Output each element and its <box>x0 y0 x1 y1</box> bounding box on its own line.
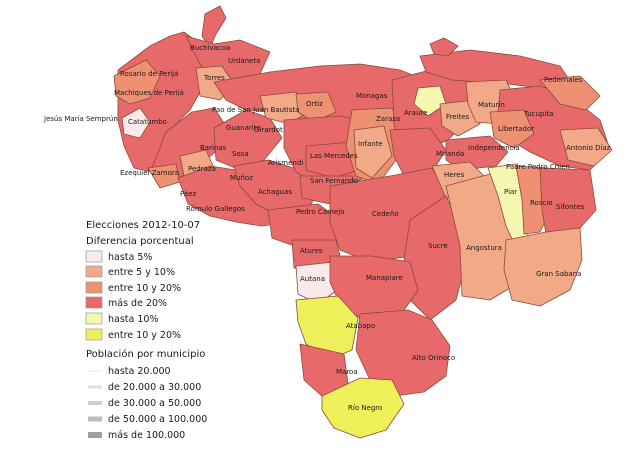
label-piar: Piar <box>504 188 517 196</box>
label-torres: Torres <box>203 74 225 82</box>
region-margarita <box>429 37 459 57</box>
label-zaraza: Zaraza <box>376 115 400 123</box>
legend-swatch-y-entre-10-20 <box>85 328 103 341</box>
region-infante <box>353 125 393 179</box>
label-barinas: Barinas <box>200 144 227 152</box>
label-antonio-diaz: Antonio Díaz <box>566 144 611 152</box>
region-alto-orinoco <box>355 309 451 397</box>
label-las-mercedes: Las Mercedes <box>310 152 358 160</box>
region-pedernales <box>539 75 601 111</box>
region-catatumbo <box>121 107 151 139</box>
region-libertador <box>489 109 535 149</box>
label-machiques-de-perija: Machiques de Perijá <box>114 89 184 97</box>
label-autana: Autana <box>300 275 325 283</box>
label-jesus-maria-semprun: Jesús María Semprún <box>43 115 118 123</box>
label-buchivacoa: Buchivacoa <box>190 44 230 52</box>
legend-swatch-entre-5-10 <box>85 265 103 278</box>
legend-label-mas-20: más de 20% <box>108 298 167 309</box>
label-alto-orinoco: Alto Orinoco <box>412 354 455 362</box>
legend-label-hasta-5: hasta 5% <box>108 252 152 263</box>
label-arismendi: Arismendi <box>268 159 303 167</box>
label-pedraza: Pedraza <box>188 165 216 173</box>
label-padre-pedro-chien: Padre Pedro Chien <box>506 163 570 171</box>
label-sucre: Sucre <box>428 242 448 250</box>
label-paez: Páez <box>180 190 197 198</box>
legend-swatch-hasta-5 <box>85 250 103 263</box>
label-angostura: Angostura <box>466 244 502 252</box>
region-autana <box>295 261 341 305</box>
map-legend: Elecciones 2012-10-07 Diferencia porcent… <box>85 220 207 441</box>
label-romulo-gallegos: Rómulo Gallegos <box>186 205 245 213</box>
label-maturin: Maturín <box>478 101 505 109</box>
region-antonio-diaz <box>559 127 613 167</box>
legend-pop-label-5: más de 100.000 <box>108 430 185 441</box>
legend-label-y-entre-10-20: entre 10 y 20% <box>108 330 181 341</box>
label-pao-de-san-juan-bautista: Pao de San Juan Bautista <box>212 106 299 114</box>
legend-pop-label-2: de 20.000 a 30.000 <box>108 382 201 393</box>
label-roscio: Roscio <box>530 199 553 207</box>
label-manapiare: Manapiare <box>366 274 403 282</box>
label-maroa: Maroa <box>336 368 358 376</box>
label-independencia: Independencia <box>468 144 520 152</box>
label-pedernales: Pedernales <box>544 76 583 84</box>
label-catatumbo: Catatumbo <box>128 118 167 126</box>
label-sifontes: Sifontes <box>556 203 585 211</box>
label-ezequiel-zamora: Ezequiel Zamora <box>120 169 179 177</box>
label-miranda-e: Miranda <box>436 150 464 158</box>
legend-swatch-y-hasta-10 <box>85 312 103 325</box>
label-achaguas: Achaguas <box>258 188 292 196</box>
label-girardot: Girardot <box>254 126 283 134</box>
label-rosario-de-perija: Rosario de Perijá <box>120 70 178 78</box>
label-san-fernando: San Fernando <box>310 177 358 185</box>
legend-swatch-mas-20 <box>85 296 103 309</box>
region-independencia <box>445 135 509 171</box>
legend-pop-label-3: de 30.000 a 50.000 <box>108 398 201 409</box>
label-atabapo: Atabapo <box>346 322 375 330</box>
label-cedeno: Cedeño <box>372 210 399 218</box>
label-atures: Atures <box>300 247 323 255</box>
label-rio-negro: Río Negro <box>348 404 382 412</box>
map-regions <box>113 5 613 439</box>
legend-date-title: Elecciones 2012-10-07 <box>86 220 200 231</box>
label-munoz: Muñoz <box>230 174 253 182</box>
label-ortiz: Ortiz <box>306 100 323 108</box>
label-infante: Infante <box>358 140 383 148</box>
region-guanarito <box>213 109 283 171</box>
legend-pop-label-4: de 50.000 a 100.000 <box>108 414 207 425</box>
map-labels: Buchivacoa Urdaneta Rosario de Perijá To… <box>43 44 611 412</box>
legend-label-entre-5-10: entre 5 y 10% <box>108 267 175 278</box>
label-pedro-camejo: Pedro Camejo <box>296 208 344 216</box>
legend-label-y-hasta-10: hasta 10% <box>108 314 158 325</box>
region-araure <box>413 85 447 117</box>
legend-diff-title: Diferencia porcentual <box>86 236 194 247</box>
region-gran-sabana <box>503 227 583 307</box>
region-rio-negro <box>321 377 405 439</box>
label-freites: Freites <box>446 113 470 121</box>
legend-pop-label-1: hasta 20.000 <box>108 366 171 377</box>
label-tucupita: Tucupita <box>523 110 553 118</box>
label-sosa: Sosa <box>232 150 249 158</box>
region-paraguana <box>201 5 227 49</box>
label-araure: Araure <box>404 109 427 117</box>
label-heres: Heres <box>444 171 465 179</box>
region-machiques <box>113 59 161 105</box>
legend-label-entre-10-20: entre 10 y 20% <box>108 283 181 294</box>
legend-pop-title: Población por municipio <box>86 348 205 360</box>
label-gran-sabana: Gran Sabana <box>536 270 581 278</box>
label-guanarito: Guanarito <box>226 124 261 132</box>
label-monagas-n: Monagas <box>356 92 388 100</box>
label-urdaneta: Urdaneta <box>228 57 260 65</box>
legend-swatch-entre-10-20 <box>85 281 103 294</box>
label-libertador: Libertador <box>498 125 534 133</box>
